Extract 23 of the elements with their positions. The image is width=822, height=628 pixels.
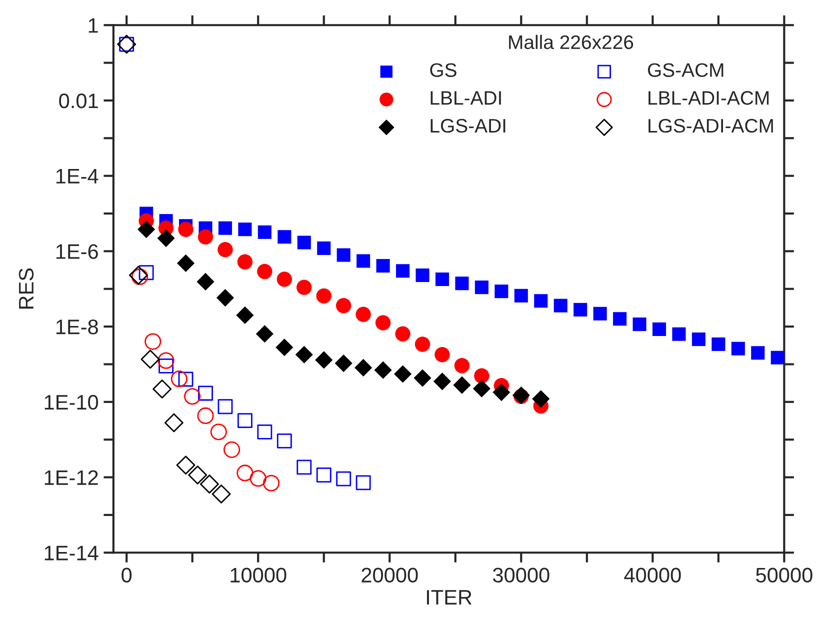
x-tick-label: 40000 [624, 568, 681, 583]
y-tick-label: 1E-12 [44, 470, 98, 485]
y-tick-label: 1E-8 [56, 320, 98, 334]
legend-label: LBL-ADI [430, 91, 501, 105]
x-tick-label: 20000 [362, 568, 418, 583]
y-tick-label: 0.01 [59, 93, 98, 108]
x-tick-label: 0 [122, 568, 132, 583]
legend-label: LBL-ADI-ACM [648, 91, 769, 105]
y-axis-title: RES [18, 268, 34, 309]
y-tick-label: 1E-14 [44, 546, 98, 560]
legend-label: GS [430, 63, 456, 77]
x-tick-label: 10000 [230, 568, 286, 583]
x-tick-label: 30000 [492, 568, 550, 583]
legend-label: GS-ACM [648, 63, 724, 77]
y-tick-label: 1 [88, 18, 98, 33]
x-tick-label: 50000 [756, 568, 812, 583]
y-tick-label: 1E-10 [44, 394, 98, 410]
x-axis-title: ITER [427, 590, 472, 605]
legend-title: Malla 226x226 [509, 34, 634, 50]
legend-label: LGS-ADI [430, 118, 506, 133]
y-tick-label: 1E-4 [56, 169, 98, 184]
legend-label: LGS-ADI-ACM [648, 118, 773, 133]
y-tick-label: 1E-6 [56, 244, 98, 259]
